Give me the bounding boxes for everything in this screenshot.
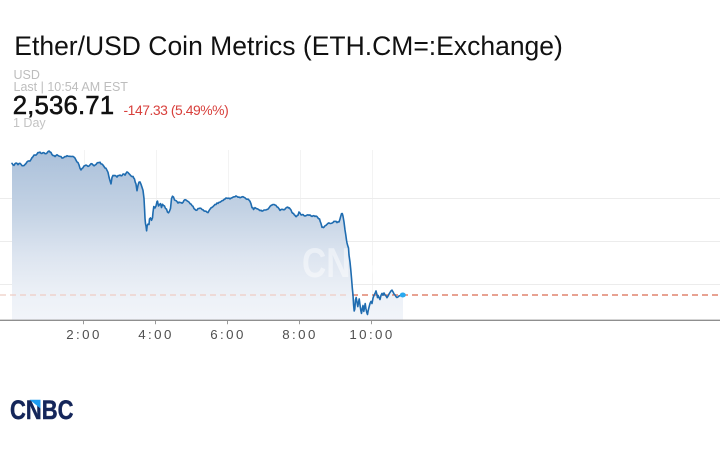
svg-text:CNBC: CNBC — [10, 395, 74, 425]
